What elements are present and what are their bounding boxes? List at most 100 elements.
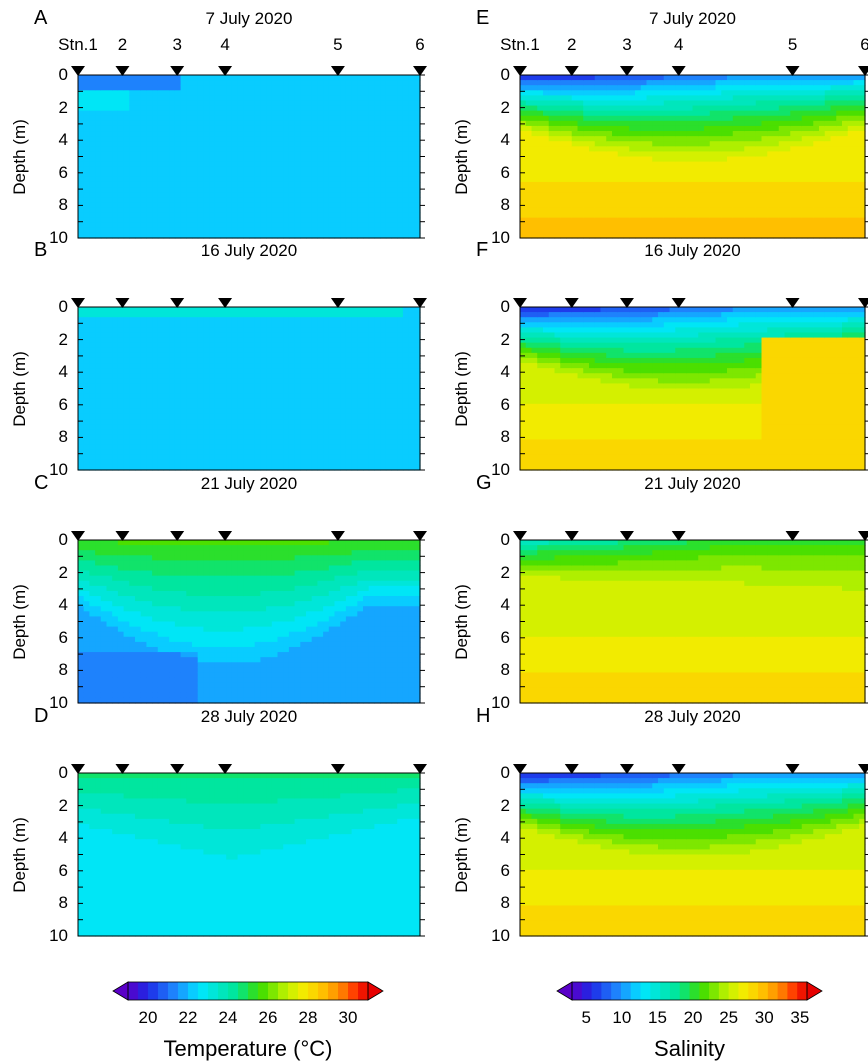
contour-cell: [283, 106, 289, 112]
contour-cell: [186, 121, 192, 127]
contour-cell: [238, 662, 244, 668]
contour-cell: [135, 627, 141, 633]
contour-cell: [260, 394, 266, 400]
contour-cell: [226, 581, 232, 587]
contour-cell: [135, 121, 141, 127]
contour-cell: [129, 571, 135, 577]
contour-cell: [283, 312, 289, 318]
contour-cell: [397, 434, 403, 440]
contour-cell: [295, 228, 301, 234]
contour-cell: [89, 596, 95, 602]
contour-cell: [101, 409, 107, 415]
contour-cell: [215, 358, 221, 364]
contour-cell: [118, 192, 124, 198]
contour-cell: [221, 332, 227, 338]
contour-cell: [95, 80, 101, 86]
contour-cell: [317, 409, 323, 415]
contour-cell: [363, 409, 369, 415]
contour-cell: [146, 414, 152, 420]
contour-cell: [152, 126, 158, 132]
contour-cell: [295, 213, 301, 219]
contour-cell: [300, 80, 306, 86]
contour-cell: [300, 182, 306, 188]
contour-cell: [357, 197, 363, 203]
contour-cell: [380, 182, 386, 188]
contour-cell: [175, 667, 181, 673]
contour-cell: [409, 348, 415, 354]
contour-cell: [215, 560, 221, 566]
contour-cell: [272, 455, 278, 461]
contour-cell: [164, 632, 170, 638]
contour-cell: [169, 307, 175, 313]
contour-cell: [386, 363, 392, 369]
contour-cell: [352, 327, 358, 333]
contour-cell: [306, 177, 312, 183]
contour-cell: [312, 322, 318, 328]
contour-cell: [192, 378, 198, 384]
contour-cell: [283, 445, 289, 451]
contour-cell: [169, 450, 175, 456]
contour-cell: [107, 611, 113, 617]
contour-cell: [192, 111, 198, 117]
contour-cell: [374, 439, 380, 445]
contour-cell: [118, 167, 124, 173]
contour-cell: [89, 394, 95, 400]
contour-cell: [266, 197, 272, 203]
contour-cell: [243, 187, 249, 193]
contour-cell: [306, 312, 312, 318]
contour-cell: [392, 434, 398, 440]
contour-cell: [266, 136, 272, 142]
contour-cell: [124, 632, 130, 638]
contour-cell: [101, 151, 107, 157]
contour-cell: [357, 409, 363, 415]
contour-cell: [164, 116, 170, 122]
contour-cell: [135, 434, 141, 440]
contour-cell: [392, 167, 398, 173]
contour-cell: [78, 167, 84, 173]
contour-cell: [141, 213, 147, 219]
contour-cell: [141, 450, 147, 456]
contour-cell: [300, 343, 306, 349]
contour-cell: [249, 445, 255, 451]
contour-cell: [152, 172, 158, 178]
contour-cell: [272, 424, 278, 430]
contour-cell: [203, 560, 209, 566]
contour-cell: [124, 141, 130, 147]
contour-cell: [312, 373, 318, 379]
contour-cell: [101, 693, 107, 699]
contour-cell: [203, 327, 209, 333]
contour-cell: [118, 678, 124, 684]
contour-cell: [221, 121, 227, 127]
contour-cell: [84, 611, 90, 617]
contour-cell: [300, 167, 306, 173]
contour-cell: [209, 419, 215, 425]
contour-cell: [357, 75, 363, 81]
contour-cell: [124, 383, 130, 389]
contour-cell: [380, 162, 386, 168]
contour-cell: [192, 146, 198, 152]
contour-cell: [78, 116, 84, 122]
contour-cell: [169, 192, 175, 198]
contour-cell: [243, 540, 249, 546]
contour-cell: [186, 571, 192, 577]
contour-cell: [335, 414, 341, 420]
contour-cell: [295, 414, 301, 420]
contour-cell: [409, 439, 415, 445]
contour-cell: [158, 358, 164, 364]
contour-cell: [397, 389, 403, 395]
contour-cell: [181, 348, 187, 354]
contour-cell: [243, 378, 249, 384]
contour-cell: [392, 455, 398, 461]
contour-cell: [181, 678, 187, 684]
contour-cell: [335, 197, 341, 203]
contour-cell: [392, 202, 398, 208]
contour-cell: [243, 213, 249, 219]
contour-cell: [380, 424, 386, 430]
contour-cell: [392, 348, 398, 354]
contour-cell: [249, 642, 255, 648]
contour-cell: [186, 192, 192, 198]
contour-cell: [409, 343, 415, 349]
contour-cell: [238, 100, 244, 106]
contour-cell: [243, 586, 249, 592]
contour-cell: [175, 327, 181, 333]
